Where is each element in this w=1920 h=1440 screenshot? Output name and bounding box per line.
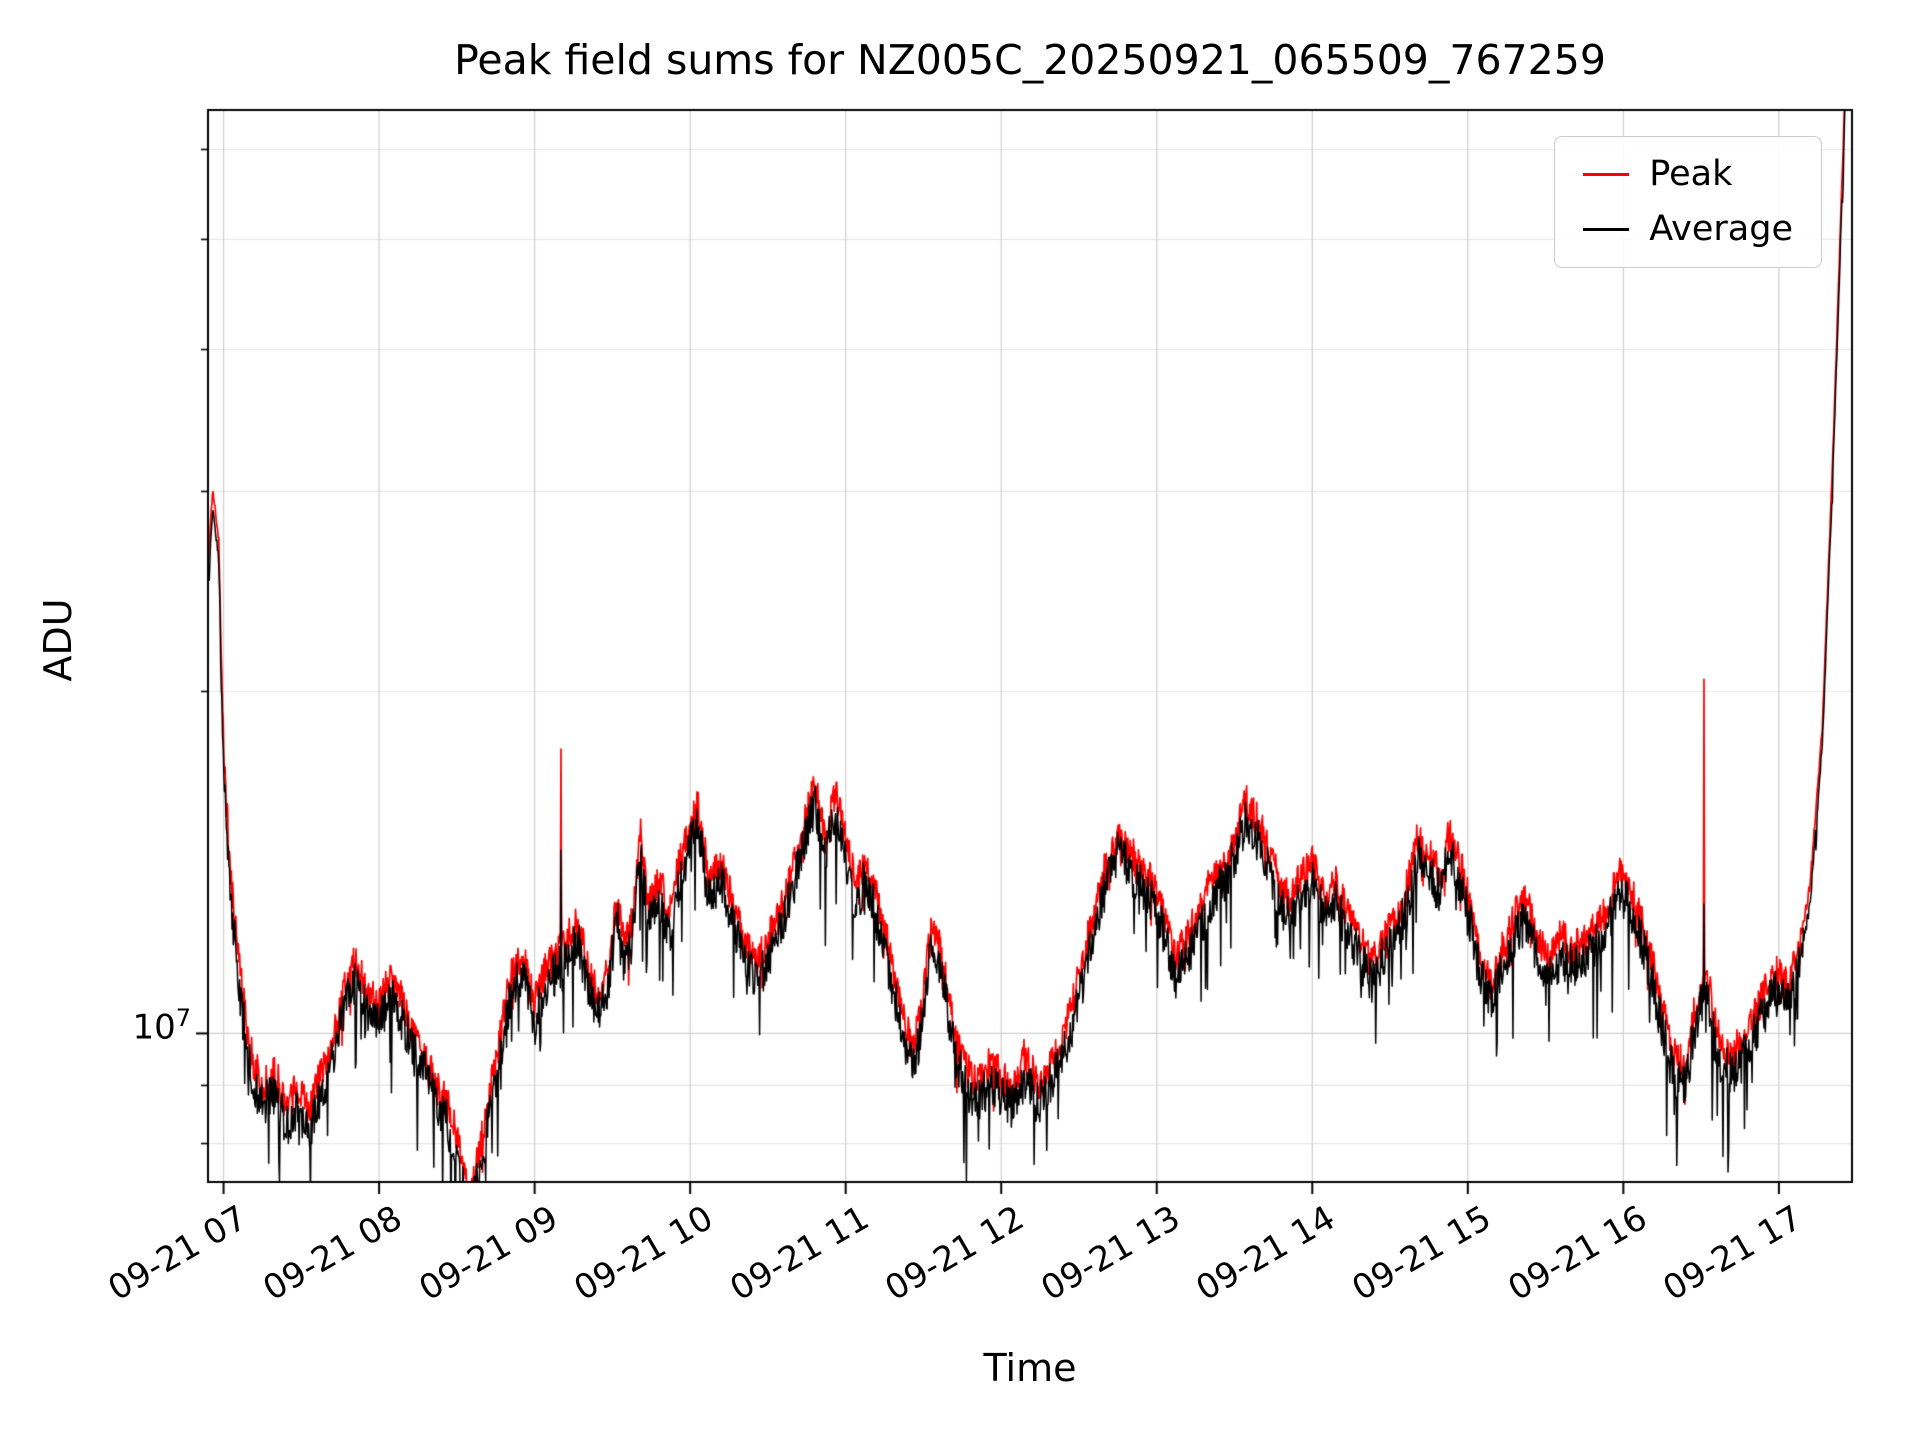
y-tick-label: 107 (132, 1004, 191, 1047)
x-axis-label: Time (983, 1346, 1077, 1390)
y-axis-label: ADU (36, 598, 80, 682)
legend: Peak Average (1554, 136, 1822, 268)
chart-title: Peak field sums for NZ005C_20250921_0655… (454, 36, 1606, 84)
average-line-swatch (1583, 228, 1630, 231)
legend-item-average: Average (1583, 212, 1793, 247)
legend-item-peak: Peak (1583, 157, 1793, 192)
y-tick-exponent: 7 (175, 1004, 191, 1032)
legend-label: Average (1649, 209, 1793, 249)
peak-line-swatch (1583, 173, 1630, 176)
y-tick-base: 10 (132, 1007, 176, 1048)
legend-label: Peak (1649, 154, 1733, 194)
